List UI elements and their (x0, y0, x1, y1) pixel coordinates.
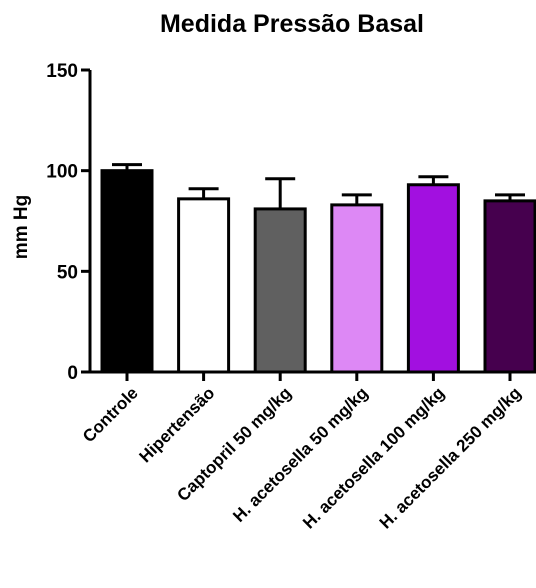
y-tick-label: 150 (46, 61, 78, 82)
bar (100, 169, 154, 374)
bar (330, 203, 384, 374)
bar (406, 183, 460, 374)
bars-layer (100, 163, 536, 374)
bar (177, 197, 231, 374)
x-category-label: Hipertensão (136, 383, 219, 466)
y-tick-label: 100 (46, 162, 78, 183)
bar (483, 199, 536, 374)
y-tick-label: 50 (57, 262, 78, 283)
y-axis-label: mm Hg (11, 195, 32, 259)
x-category-label: Controle (79, 383, 142, 446)
bar (253, 207, 307, 374)
chart-title: Medida Pressão Basal (160, 10, 424, 38)
x-category-label: H. acetosella 250 mg/kg (376, 383, 525, 532)
x-category-label: H. acetosella 50 mg/kg (229, 383, 371, 525)
x-category-label: H. acetosella 100 mg/kg (299, 383, 448, 532)
axes-layer (81, 68, 536, 381)
y-tick-label: 0 (67, 363, 78, 384)
